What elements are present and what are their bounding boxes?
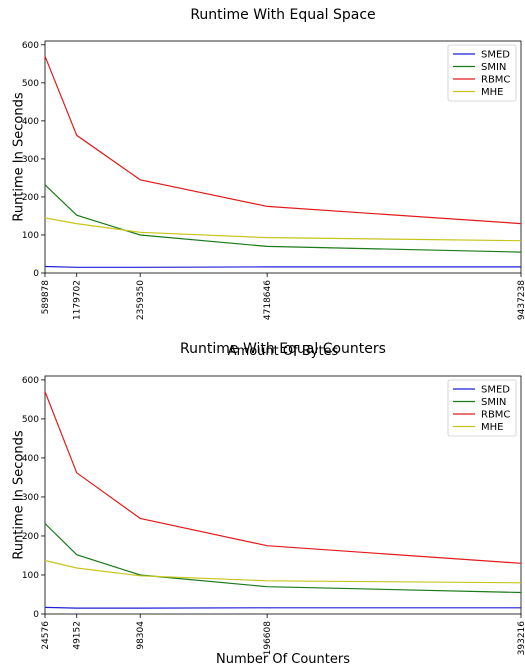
series-line-smed: [44, 606, 521, 609]
plot-frame: [44, 40, 522, 274]
chart-equal-space: Runtime With Equal Space Amount Of Bytes…: [12, 7, 525, 359]
legend-box: [447, 379, 517, 437]
legend-label-smin: SMIN: [481, 397, 506, 408]
y-tick-label: 100: [22, 571, 39, 581]
x-tick-label: 393216: [517, 621, 525, 656]
y-tick-label: 500: [22, 415, 39, 425]
x-tick-label: 98304: [136, 621, 146, 650]
y-axis-label: Runtime In Seconds: [12, 92, 27, 221]
x-axis-label: Amount Of Bytes: [228, 344, 339, 359]
y-tick-label: 100: [22, 231, 39, 241]
y-tick-label: 400: [22, 117, 39, 127]
chart-equal-counters: Runtime With Equal Counters Number Of Co…: [12, 341, 525, 667]
legend-label-smed: SMED: [481, 50, 510, 61]
legend-label-rbmc: RBMC: [481, 75, 510, 86]
x-tick-label: 2359350: [136, 280, 146, 320]
x-axis-label: Number Of Counters: [216, 652, 350, 667]
y-tick-label: 300: [22, 493, 39, 503]
y-tick-label: 300: [22, 155, 39, 165]
series-line-rbmc: [44, 391, 522, 564]
legend-label-mhe: MHE: [481, 87, 503, 98]
series-line-mhe: [44, 217, 522, 242]
y-tick-label: 600: [22, 376, 39, 386]
series-line-smed: [44, 265, 521, 268]
x-tick-label: 49152: [73, 621, 83, 650]
x-tick-label: 24576: [41, 621, 51, 650]
series-line-smin: [44, 184, 522, 253]
x-tick-label: 196608: [263, 621, 273, 656]
series-line-smin: [44, 523, 522, 594]
y-tick-label: 600: [22, 41, 39, 51]
legend-box: [447, 44, 517, 102]
legend-label-rbmc: RBMC: [481, 410, 510, 421]
x-tick-label: 9437238: [517, 280, 525, 320]
y-axis-label: Runtime In Seconds: [12, 430, 27, 559]
y-tick-label: 500: [22, 79, 39, 89]
chart-title: Runtime With Equal Counters: [180, 341, 386, 357]
legend-label-smed: SMED: [481, 385, 510, 396]
x-tick-label: 589878: [41, 280, 51, 315]
y-tick-label: 0: [33, 610, 39, 620]
x-tick-label: 1179702: [73, 280, 83, 320]
series-line-rbmc: [44, 55, 522, 225]
y-tick-label: 200: [22, 193, 39, 203]
legend-label-smin: SMIN: [481, 62, 506, 73]
legend-label-mhe: MHE: [481, 422, 503, 433]
chart-title: Runtime With Equal Space: [190, 7, 375, 23]
y-tick-label: 200: [22, 532, 39, 542]
y-tick-label: 0: [33, 269, 39, 279]
plot-frame: [44, 375, 522, 615]
series-line-mhe: [44, 559, 522, 584]
y-tick-label: 400: [22, 454, 39, 464]
x-tick-label: 4718646: [263, 280, 273, 320]
